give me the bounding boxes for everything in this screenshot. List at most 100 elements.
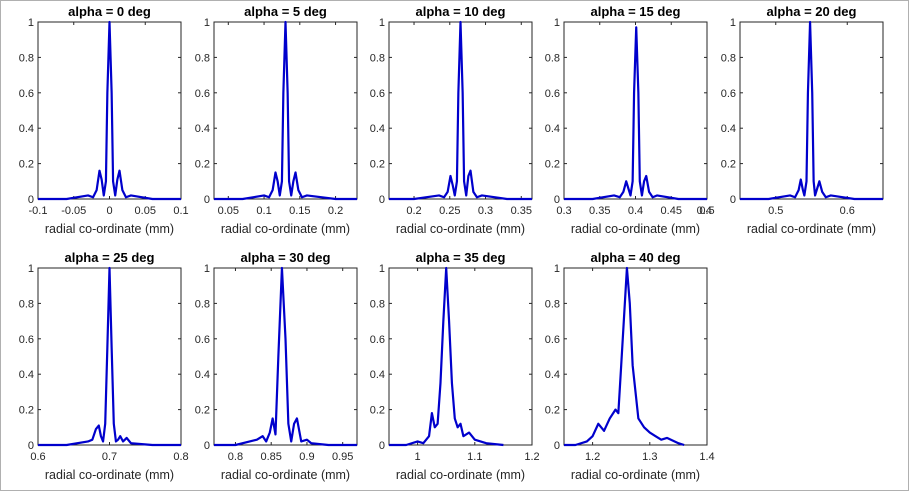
series-line — [564, 266, 685, 447]
ytick-label: 0 — [554, 194, 560, 206]
ytick-label: 0.2 — [721, 159, 736, 171]
xtick-label: 0 — [106, 205, 112, 217]
ytick-label: 0.8 — [19, 298, 34, 310]
series-line — [214, 266, 357, 447]
ytick-label: 0.2 — [545, 159, 560, 171]
ytick-label: 0.6 — [721, 88, 736, 100]
ytick-label: 0.2 — [545, 405, 560, 417]
ytick-label: 1 — [379, 263, 385, 275]
series-line — [38, 20, 181, 201]
ytick-label: 0 — [204, 194, 210, 206]
xtick-label: 0.5 — [768, 205, 783, 217]
axes-box — [388, 267, 533, 446]
series-line — [389, 20, 532, 201]
x-axis-label: radial co-ordinate (mm) — [396, 222, 525, 236]
xtick-label: 0.8 — [228, 451, 243, 463]
axes-box — [563, 267, 708, 446]
xtick-label: 0.7 — [102, 451, 117, 463]
subplot-7: 0 0.2 0.4 0.6 0.8 1 0.8 0.85 0.9 0.95 alpha = 30 d… — [195, 250, 358, 482]
xtick-label: -0.1 — [29, 205, 48, 217]
xtick-label: 0.05 — [218, 205, 239, 217]
subplot-title: alpha = 20 deg — [767, 4, 857, 19]
xtick-label: 0.35 — [511, 205, 532, 217]
subplot-9: 0 0.2 0.4 0.6 0.8 1 1.2 1.3 1.4 alpha = 40 deg rad… — [545, 250, 715, 482]
subplot-4: 0 0.2 0.4 0.6 0.8 1 0.3 0.35 0.4 0.45 0.5 alpha = 1… — [545, 4, 715, 236]
x-axis-label: radial co-ordinate (mm) — [571, 468, 700, 482]
subplot-2: 0 0.2 0.4 0.6 0.8 1 0.05 0.1 0.15 0.2 alpha = 5 de… — [195, 4, 358, 236]
subplot-title: alpha = 35 deg — [416, 250, 506, 265]
subplot-8: 0 0.2 0.4 0.6 0.8 1 1 1.1 1.2 alpha = 35 deg radia… — [370, 250, 540, 482]
ytick-label: 0.6 — [545, 334, 560, 346]
xtick-label: 1.2 — [585, 451, 600, 463]
xtick-label: 0.35 — [589, 205, 610, 217]
subplot-title: alpha = 15 deg — [591, 4, 681, 19]
xtick-label: 0.5 — [699, 205, 714, 217]
ytick-label: 0.4 — [370, 123, 385, 135]
ytick-label: 0.8 — [195, 52, 210, 64]
ytick-label: 0 — [28, 194, 34, 206]
xtick-label: 0.2 — [328, 205, 343, 217]
ytick-label: 0.4 — [370, 369, 385, 381]
xtick-label: 1.3 — [642, 451, 657, 463]
ytick-label: 0 — [379, 440, 385, 452]
x-axis-label: radial co-ordinate (mm) — [221, 468, 350, 482]
ytick-label: 0.2 — [19, 405, 34, 417]
ytick-label: 0.6 — [195, 334, 210, 346]
ytick-label: 0 — [28, 440, 34, 452]
ytick-label: 0.6 — [370, 334, 385, 346]
ytick-label: 0.4 — [545, 369, 560, 381]
ytick-label: 0.6 — [19, 88, 34, 100]
subplot-title: alpha = 0 deg — [68, 4, 151, 19]
subplot-title: alpha = 5 deg — [244, 4, 327, 19]
series-line — [214, 20, 357, 201]
ytick-label: 0 — [204, 440, 210, 452]
ytick-label: 1 — [204, 17, 210, 29]
xtick-label: 1 — [415, 451, 421, 463]
ytick-label: 1 — [554, 263, 560, 275]
ytick-label: 0.8 — [545, 298, 560, 310]
ytick-label: 0.6 — [19, 334, 34, 346]
xtick-label: 0.4 — [628, 205, 643, 217]
subplot-title: alpha = 10 deg — [416, 4, 506, 19]
subplot-title: alpha = 25 deg — [65, 250, 155, 265]
xtick-label: 0.25 — [439, 205, 460, 217]
ytick-label: 1 — [28, 17, 34, 29]
xtick-label: 0.15 — [289, 205, 310, 217]
xtick-label: 0.6 — [30, 451, 45, 463]
series-line — [38, 266, 181, 447]
xtick-label: 0.9 — [299, 451, 314, 463]
series-line — [389, 266, 504, 447]
xtick-label: 0.1 — [256, 205, 271, 217]
xtick-label: 0.3 — [478, 205, 493, 217]
series-line — [564, 26, 707, 201]
ytick-label: 0.8 — [370, 298, 385, 310]
x-axis-label: radial co-ordinate (mm) — [396, 468, 525, 482]
ytick-label: 0.2 — [195, 405, 210, 417]
ytick-label: 0.6 — [370, 88, 385, 100]
x-axis-label: radial co-ordinate (mm) — [45, 468, 174, 482]
ytick-label: 0 — [379, 194, 385, 206]
xtick-label: 0.8 — [173, 451, 188, 463]
ytick-label: 0.8 — [545, 52, 560, 64]
ytick-label: 1 — [730, 17, 736, 29]
xtick-label: -0.05 — [61, 205, 86, 217]
x-axis-label: radial co-ordinate (mm) — [571, 222, 700, 236]
xtick-label: 0.3 — [556, 205, 571, 217]
ytick-label: 0.8 — [195, 298, 210, 310]
ytick-label: 1 — [554, 17, 560, 29]
x-axis-label: radial co-ordinate (mm) — [45, 222, 174, 236]
ytick-label: 0.2 — [19, 159, 34, 171]
ytick-label: 0.4 — [545, 123, 560, 135]
ytick-label: 0.8 — [370, 52, 385, 64]
ytick-label: 1 — [379, 17, 385, 29]
ytick-label: 1 — [28, 263, 34, 275]
xtick-label: 1.4 — [699, 451, 714, 463]
x-axis-label: radial co-ordinate (mm) — [221, 222, 350, 236]
ytick-label: 1 — [204, 263, 210, 275]
xtick-label: 0.85 — [260, 451, 281, 463]
subplot-1: 0 0.2 0.4 0.6 0.8 1 -0.1 -0.05 0 0.05 0.1 alpha = 0… — [19, 4, 189, 236]
ytick-label: 0.2 — [370, 159, 385, 171]
xtick-label: 0.2 — [406, 205, 421, 217]
